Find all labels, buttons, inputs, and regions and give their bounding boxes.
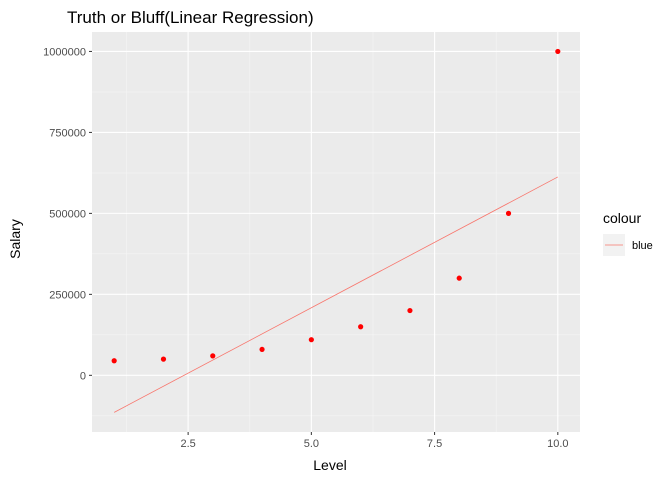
legend-title: colour — [603, 210, 641, 226]
data-point — [210, 353, 216, 359]
x-axis-title: Level — [313, 457, 346, 473]
data-point — [505, 210, 512, 216]
data-point — [407, 307, 413, 314]
x-tick-label: 7.5 — [427, 438, 442, 450]
x-tick-label: 2.5 — [180, 438, 195, 450]
data-point — [308, 337, 314, 343]
regression-line — [113, 176, 559, 413]
plot-panel — [92, 32, 580, 432]
x-tick-label: 5.0 — [304, 438, 319, 450]
y-tick-label: 500000 — [49, 208, 86, 220]
data-point — [160, 356, 167, 362]
data-point — [358, 324, 364, 330]
legend: colour blue — [603, 210, 653, 256]
legend-label-blue: blue — [632, 240, 653, 252]
y-axis-title: Salary — [7, 219, 23, 259]
data-point — [259, 346, 265, 353]
data-point — [555, 48, 561, 55]
chart-title: Truth or Bluff(Linear Regression) — [67, 8, 314, 27]
y-tick-label: 1000000 — [43, 46, 86, 58]
data-point — [111, 358, 117, 364]
x-tick-label: 10.0 — [547, 438, 568, 450]
y-tick-label: 0 — [80, 370, 86, 382]
data-point — [456, 275, 462, 281]
y-tick-label: 750000 — [49, 127, 86, 139]
y-tick-label: 250000 — [49, 289, 86, 301]
